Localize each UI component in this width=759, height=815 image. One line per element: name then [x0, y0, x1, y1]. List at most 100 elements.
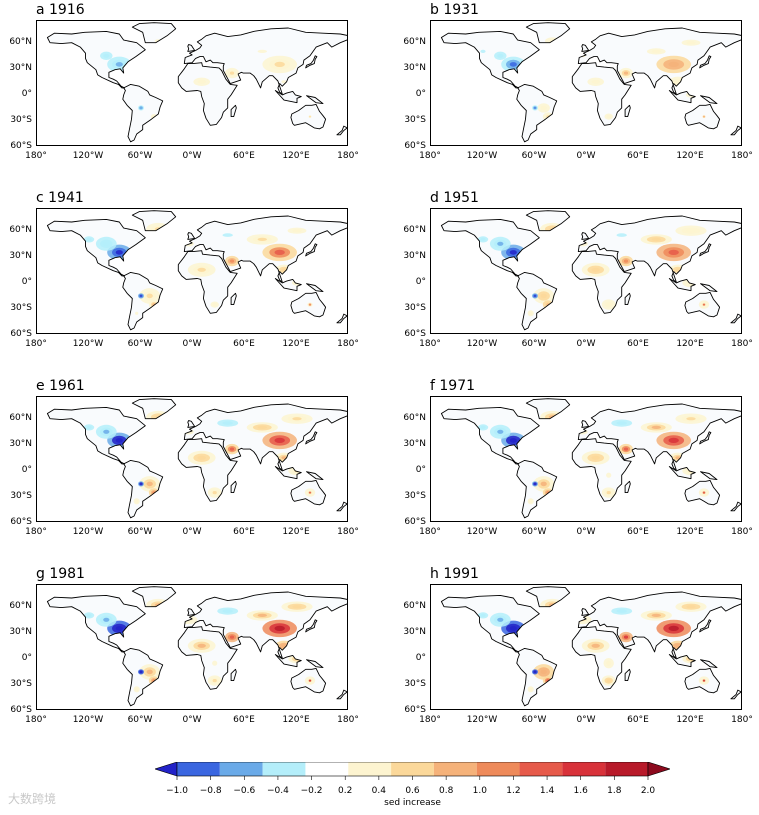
japan-coastline: [699, 243, 712, 257]
british-isles-land: [187, 608, 195, 616]
new-zealand-land: [336, 126, 347, 135]
value-patch: [229, 71, 235, 75]
y-tick-label: 60°N: [403, 224, 426, 235]
colorbar-segment: [177, 762, 220, 776]
value-patch: [115, 438, 123, 443]
x-tick-label: 180°: [731, 527, 753, 537]
value-patch: [274, 249, 285, 255]
greenland-land: [526, 398, 570, 419]
north-america-coastline: [440, 406, 540, 465]
indonesia-coastline: [274, 466, 302, 480]
value-patch: [140, 671, 142, 673]
value-patch: [651, 237, 661, 241]
new-zealand-land: [336, 314, 347, 323]
value-patch: [309, 492, 311, 493]
value-patch: [86, 425, 92, 429]
greenland-land: [132, 22, 176, 43]
x-tick-label: 180°: [337, 339, 359, 349]
x-tick-label: 0°W: [182, 339, 202, 349]
map-frame: [36, 584, 348, 710]
x-tick-label: 180°: [25, 339, 47, 349]
colorbar-tick-label: 2.0: [640, 786, 656, 796]
panel-title: h 1991: [430, 566, 479, 582]
colorbar-extend-min: [155, 762, 178, 777]
y-tick-label: 30°N: [403, 62, 426, 73]
x-tick-label: 0°W: [182, 527, 202, 537]
colorbar-tick-label: −0.6: [233, 786, 256, 796]
value-patch: [534, 671, 536, 673]
new-zealand-coastline: [730, 125, 741, 136]
x-tick-label: 120°E: [676, 151, 704, 161]
indonesia-land: [669, 90, 696, 103]
colorbar-tick-label: 0.4: [371, 786, 387, 796]
x-tick-label: 180°: [337, 715, 359, 725]
british-isles-land: [187, 420, 195, 428]
y-tick-label: 60°S: [404, 141, 426, 151]
panel-title: e 1961: [36, 378, 85, 394]
colorbar-bar: [155, 762, 670, 780]
y-tick-label: 30°N: [9, 626, 32, 637]
british-isles-land: [187, 44, 195, 52]
value-patch: [497, 241, 504, 246]
colorbar-segment: [562, 762, 606, 776]
x-tick-label: 120°W: [72, 151, 104, 161]
new-guinea-coastline: [700, 471, 718, 481]
value-patch: [292, 605, 302, 609]
south-america-coastline: [122, 459, 164, 519]
south-america-coastline: [122, 83, 164, 143]
x-tick-label: 60°W: [127, 151, 153, 161]
australia-coastline: [290, 291, 327, 318]
map-frame: [430, 584, 742, 710]
y-tick-label: 30°S: [404, 114, 426, 125]
colorbar-segment: [391, 762, 434, 776]
value-patch: [497, 53, 504, 58]
value-patch: [309, 304, 311, 305]
greenland-coastline: [131, 22, 177, 44]
south-america-coastline: [516, 271, 558, 331]
south-america-coastline: [122, 271, 164, 331]
world-map: [440, 398, 741, 519]
new-guinea-coastline: [700, 283, 718, 293]
south-america-land: [122, 84, 163, 142]
y-tick-label: 60°S: [404, 517, 426, 527]
y-tick-label: 0°: [21, 276, 32, 287]
value-patch: [703, 116, 705, 117]
value-patch: [606, 491, 611, 495]
x-tick-label: 120°W: [466, 339, 498, 349]
colorbar-segment: [262, 762, 306, 776]
x-tick-label: 120°E: [676, 715, 704, 725]
x-tick-label: 60°W: [521, 527, 547, 537]
colorbar-tick-label: −1.0: [166, 786, 188, 796]
british-isles-coastline: [187, 44, 196, 52]
north-america-land: [441, 219, 540, 276]
british-isles-coastline: [187, 232, 196, 240]
value-patch: [540, 481, 547, 487]
colorbar-label: sed increase: [384, 798, 441, 808]
africa-coastline: [177, 250, 238, 314]
x-tick-label: 180°: [419, 339, 441, 349]
x-tick-label: 0°W: [182, 151, 202, 161]
australia-coastline: [684, 667, 721, 694]
greenland-coastline: [525, 586, 571, 608]
north-america-coastline: [46, 30, 146, 89]
value-patch: [591, 267, 600, 272]
new-guinea-land: [700, 659, 717, 668]
value-patch: [606, 679, 611, 683]
value-patch: [309, 116, 311, 117]
value-patch: [529, 687, 533, 691]
madagascar-coastline: [230, 480, 237, 494]
y-tick-label: 30°S: [404, 490, 426, 501]
value-patch: [509, 250, 517, 255]
new-guinea-land: [700, 471, 717, 480]
british-isles-coastline: [187, 420, 196, 428]
x-tick-label: 60°W: [127, 527, 153, 537]
x-tick-label: 60°W: [521, 151, 547, 161]
madagascar-land: [231, 293, 237, 305]
x-tick-label: 120°E: [282, 715, 310, 725]
new-zealand-land: [730, 314, 741, 323]
australia-coastline: [290, 667, 327, 694]
new-zealand-land: [730, 126, 741, 135]
value-patch: [668, 625, 679, 631]
british-isles-coastline: [581, 420, 590, 428]
south-america-land: [516, 84, 557, 142]
